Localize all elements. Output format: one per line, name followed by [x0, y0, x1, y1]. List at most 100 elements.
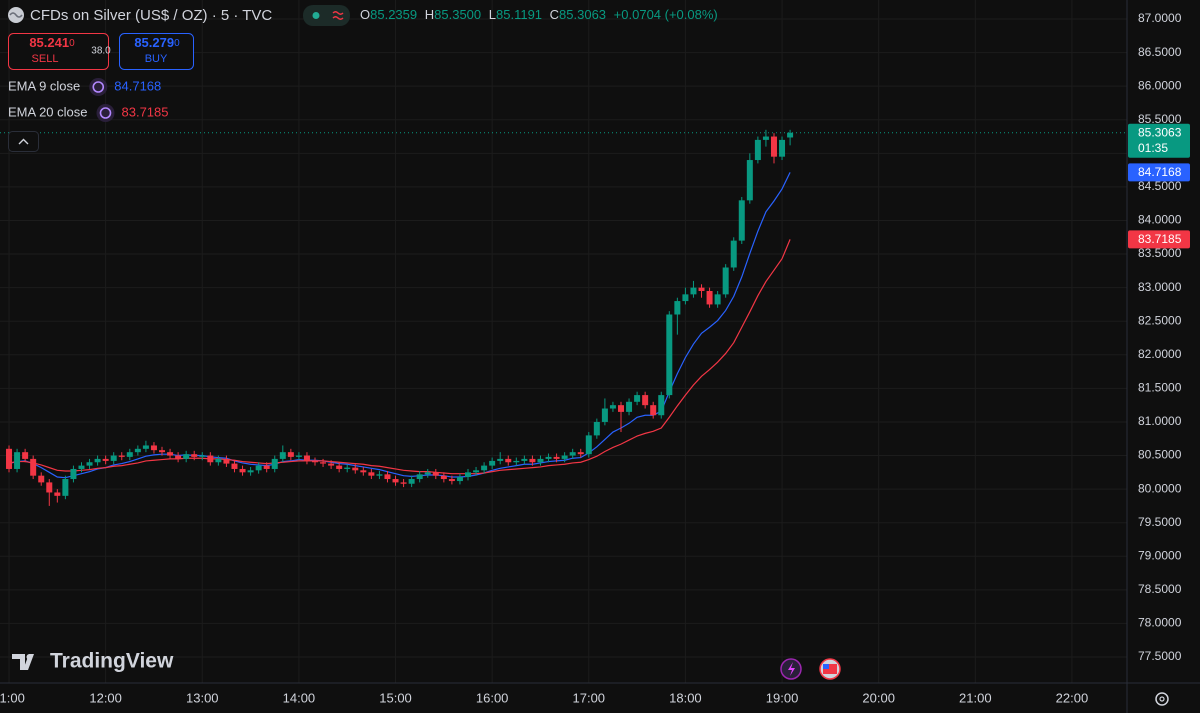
candle-body — [312, 460, 319, 463]
sell-button[interactable] — [8, 33, 109, 70]
candle-body — [344, 467, 351, 469]
sell-price-main: 85.241 — [29, 35, 69, 50]
candle-body — [481, 465, 488, 471]
buy-price-small: 0 — [174, 38, 180, 49]
ema-line — [8, 239, 791, 475]
candle-body — [223, 458, 230, 464]
settings-icon — [1159, 696, 1165, 702]
last-price-label: 85.3063 — [1138, 125, 1182, 139]
candle-body — [368, 472, 375, 476]
buy-button[interactable] — [119, 33, 194, 70]
ohlc-label: O — [360, 7, 370, 22]
collapse-button[interactable] — [8, 131, 39, 152]
candle-body — [46, 482, 53, 493]
candle-body — [30, 458, 37, 476]
candle-body — [770, 136, 777, 157]
candle-body — [295, 455, 302, 457]
candle-body — [384, 474, 391, 480]
candle-body — [303, 455, 310, 461]
y-tick-label: 80.5000 — [1138, 448, 1182, 462]
ohlc-value: 85.1191 — [496, 7, 542, 22]
candle-body — [376, 474, 383, 476]
x-tick-label: 17:00 — [573, 690, 606, 705]
candle-body — [666, 314, 673, 396]
collapse-icon — [18, 138, 29, 145]
x-tick-label: 14:00 — [283, 690, 316, 705]
status-badge[interactable] — [303, 5, 350, 26]
candle-body — [609, 405, 616, 409]
y-tick-label: 87.0000 — [1138, 11, 1182, 25]
candle-body — [698, 287, 705, 291]
candle-body — [738, 200, 745, 241]
candle-body — [553, 456, 560, 459]
candle-body — [746, 160, 753, 201]
y-tick-label: 86.5000 — [1138, 45, 1182, 59]
x-tick-label: 21:00 — [959, 690, 992, 705]
candle-body — [62, 479, 69, 496]
x-tick-label: 16:00 — [476, 690, 509, 705]
candle-body — [231, 463, 238, 469]
candle-body — [690, 287, 697, 295]
y-tick-label: 84.0000 — [1138, 213, 1182, 227]
candle-body — [408, 479, 415, 484]
y-tick-label: 85.5000 — [1138, 112, 1182, 126]
grid — [0, 0, 1127, 683]
legend-icon — [89, 78, 108, 96]
x-tick-label: 12:00 — [89, 690, 122, 705]
plot-area — [0, 129, 1127, 506]
buy-price: 85.2790 — [134, 35, 180, 50]
price-labels: 84.7168 83.7185 85.3063 01:35 — [1128, 123, 1190, 249]
candle-body — [271, 458, 278, 469]
candle-body — [207, 455, 214, 463]
x-tick-label: 15:00 — [379, 690, 412, 705]
candle-body — [191, 454, 198, 457]
trade-panel: 85.2410 SELL 38.0 85.2790 BUY — [8, 33, 194, 70]
candle-body — [424, 472, 431, 475]
symbol-icon-wave — [9, 12, 23, 18]
candle-body — [787, 132, 794, 138]
y-tick-label: 81.0000 — [1138, 414, 1182, 428]
series-price-tag — [1128, 163, 1190, 182]
candle-body — [175, 455, 182, 459]
y-tick-label: 82.0000 — [1138, 347, 1182, 361]
candle-body — [674, 301, 681, 315]
candle-body — [545, 456, 552, 459]
candle-body — [38, 475, 45, 483]
ohlc-label: C — [550, 7, 559, 22]
candle-body — [239, 468, 246, 473]
candle-body — [336, 465, 343, 469]
legend-value: 83.7185 — [122, 104, 169, 119]
candle-body — [54, 492, 61, 496]
symbol-title: CFDs on Silver (US$ / OZ) · 5 · TVC — [30, 7, 272, 24]
flag-canton — [823, 664, 829, 669]
candle-body — [352, 467, 359, 471]
data-delay-icon — [332, 11, 344, 20]
candle-body — [601, 408, 608, 422]
settings-button[interactable] — [1155, 692, 1169, 706]
y-tick-label: 80.0000 — [1138, 481, 1182, 495]
ohlc-readout: O85.2359 H85.3500 L85.1191 C85.3063 +0.0… — [360, 7, 718, 22]
candle-body — [537, 458, 544, 463]
candle-body — [110, 455, 117, 461]
header: CFDs on Silver (US$ / OZ) · 5 · TVC O85.… — [8, 5, 718, 26]
candle-body — [142, 445, 149, 449]
candle-body — [626, 401, 633, 412]
branding: TradingView — [12, 650, 174, 673]
candle-body — [134, 448, 141, 453]
candle-body — [199, 455, 206, 457]
x-tick-label: 20:00 — [862, 690, 895, 705]
candle-body — [247, 470, 254, 473]
candle-body — [360, 470, 367, 473]
candle-body — [159, 450, 166, 453]
candle-body — [432, 472, 439, 476]
legend-icon-ring — [99, 107, 112, 119]
candle-body — [94, 458, 101, 463]
sell-price: 85.2410 — [29, 35, 75, 50]
candle-body — [22, 452, 29, 459]
y-tick-label: 79.5000 — [1138, 515, 1182, 529]
legend-icon — [96, 104, 115, 122]
candle-body — [215, 458, 222, 463]
candle-body — [263, 465, 270, 469]
candle-body — [513, 460, 520, 463]
